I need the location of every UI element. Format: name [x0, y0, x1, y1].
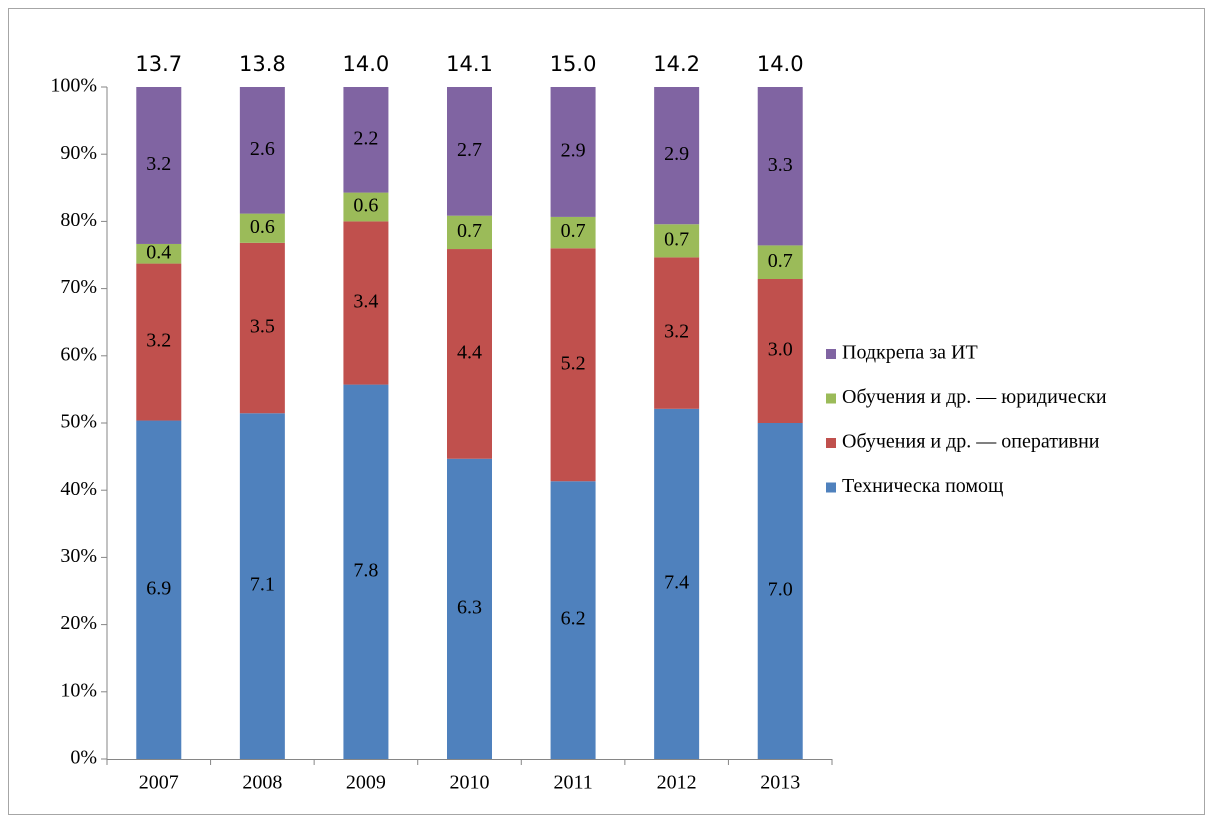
bar-segment	[757, 87, 803, 246]
total-label: 15.0	[550, 52, 597, 76]
x-tick-label: 2010	[450, 772, 490, 794]
data-label: 6.9	[146, 577, 171, 599]
y-tick-label: 20%	[60, 612, 97, 634]
data-label: 6.3	[457, 596, 482, 618]
bar-segment	[550, 248, 596, 482]
data-label: 5.2	[561, 352, 586, 374]
bar-segment	[343, 192, 389, 222]
y-tick-label: 10%	[60, 679, 97, 701]
data-label: 4.4	[457, 341, 482, 363]
data-label: 2.7	[457, 139, 482, 161]
x-tick-label: 2011	[553, 772, 592, 794]
bar-segment	[447, 87, 492, 216]
data-label: 0.6	[353, 195, 378, 217]
x-tick-label: 2009	[346, 772, 386, 794]
bar-segment	[239, 242, 285, 414]
data-label: 6.2	[561, 608, 586, 630]
data-label: 7.8	[353, 559, 378, 581]
bar-segment	[136, 420, 182, 759]
data-label: 2.9	[561, 140, 586, 162]
data-label: 0.6	[250, 216, 275, 238]
y-tick-label: 80%	[60, 209, 97, 231]
data-label: 0.7	[664, 228, 689, 250]
legend-label: Обучения и др. — юридически	[842, 386, 1107, 408]
data-label: 3.4	[353, 291, 378, 313]
x-tick-label: 2012	[657, 772, 697, 794]
legend-swatch	[826, 349, 836, 359]
y-tick-label: 0%	[70, 747, 97, 769]
data-label: 2.6	[250, 138, 275, 160]
bar-segment	[447, 249, 492, 459]
bar-segment	[654, 87, 700, 225]
data-label: 3.0	[768, 339, 793, 361]
bar-segment	[239, 87, 285, 214]
bar-segment	[550, 216, 596, 249]
data-label: 0.4	[146, 241, 171, 263]
x-tick-label: 2007	[139, 772, 179, 794]
legend-swatch	[826, 482, 836, 493]
y-tick-label: 90%	[60, 142, 97, 164]
data-label: 7.4	[664, 571, 689, 593]
data-label: 0.7	[457, 220, 482, 242]
y-tick-label: 60%	[60, 343, 97, 365]
legend-swatch	[826, 393, 836, 404]
x-tick-label: 2008	[242, 772, 282, 794]
x-tick-label: 2013	[760, 772, 800, 794]
bar-segment	[447, 215, 492, 250]
bar-segment	[654, 224, 700, 258]
legend-label: Подкрепа за ИТ	[842, 342, 978, 364]
legend-label: Обучения и др. — оперативни	[842, 431, 1100, 453]
chart-frame	[8, 8, 1205, 815]
data-label: 3.2	[664, 321, 689, 343]
bar-segment	[447, 458, 492, 759]
data-label: 0.7	[768, 250, 793, 272]
bar-segment	[343, 384, 389, 759]
data-label: 2.9	[664, 143, 689, 165]
data-label: 2.2	[353, 127, 378, 149]
total-label: 14.1	[446, 52, 493, 76]
total-label: 14.2	[653, 52, 700, 76]
data-label: 3.2	[146, 153, 171, 175]
bar-segment	[757, 423, 803, 759]
data-label: 0.7	[561, 220, 586, 242]
data-label: 7.1	[250, 574, 275, 596]
y-tick-label: 30%	[60, 545, 97, 567]
bar-segment	[550, 481, 596, 759]
bar-segment	[343, 87, 389, 193]
total-label: 14.0	[343, 52, 390, 76]
bar-segment	[239, 213, 285, 243]
bar-segment	[550, 87, 596, 217]
data-label: 3.5	[250, 316, 275, 338]
bar-segment	[654, 408, 700, 759]
y-tick-label: 100%	[50, 75, 97, 97]
bar-segment	[654, 257, 700, 409]
bar-segment	[136, 87, 182, 244]
bar-segment	[136, 263, 182, 421]
legend-swatch	[826, 438, 836, 448]
bar-segment	[343, 221, 389, 385]
y-tick-label: 40%	[60, 478, 97, 500]
bar-segment	[136, 243, 182, 264]
legend-label: Техническа помощ	[842, 475, 1003, 497]
data-label: 7.0	[768, 579, 793, 601]
total-label: 13.8	[239, 52, 286, 76]
total-label: 13.7	[135, 52, 182, 76]
bar-segment	[757, 279, 803, 423]
y-tick-label: 70%	[60, 276, 97, 298]
total-label: 14.0	[757, 52, 804, 76]
bar-segment	[239, 413, 285, 759]
data-label: 3.3	[768, 154, 793, 176]
data-label: 3.2	[146, 330, 171, 352]
y-tick-label: 50%	[60, 411, 97, 433]
bar-segment	[757, 245, 803, 279]
